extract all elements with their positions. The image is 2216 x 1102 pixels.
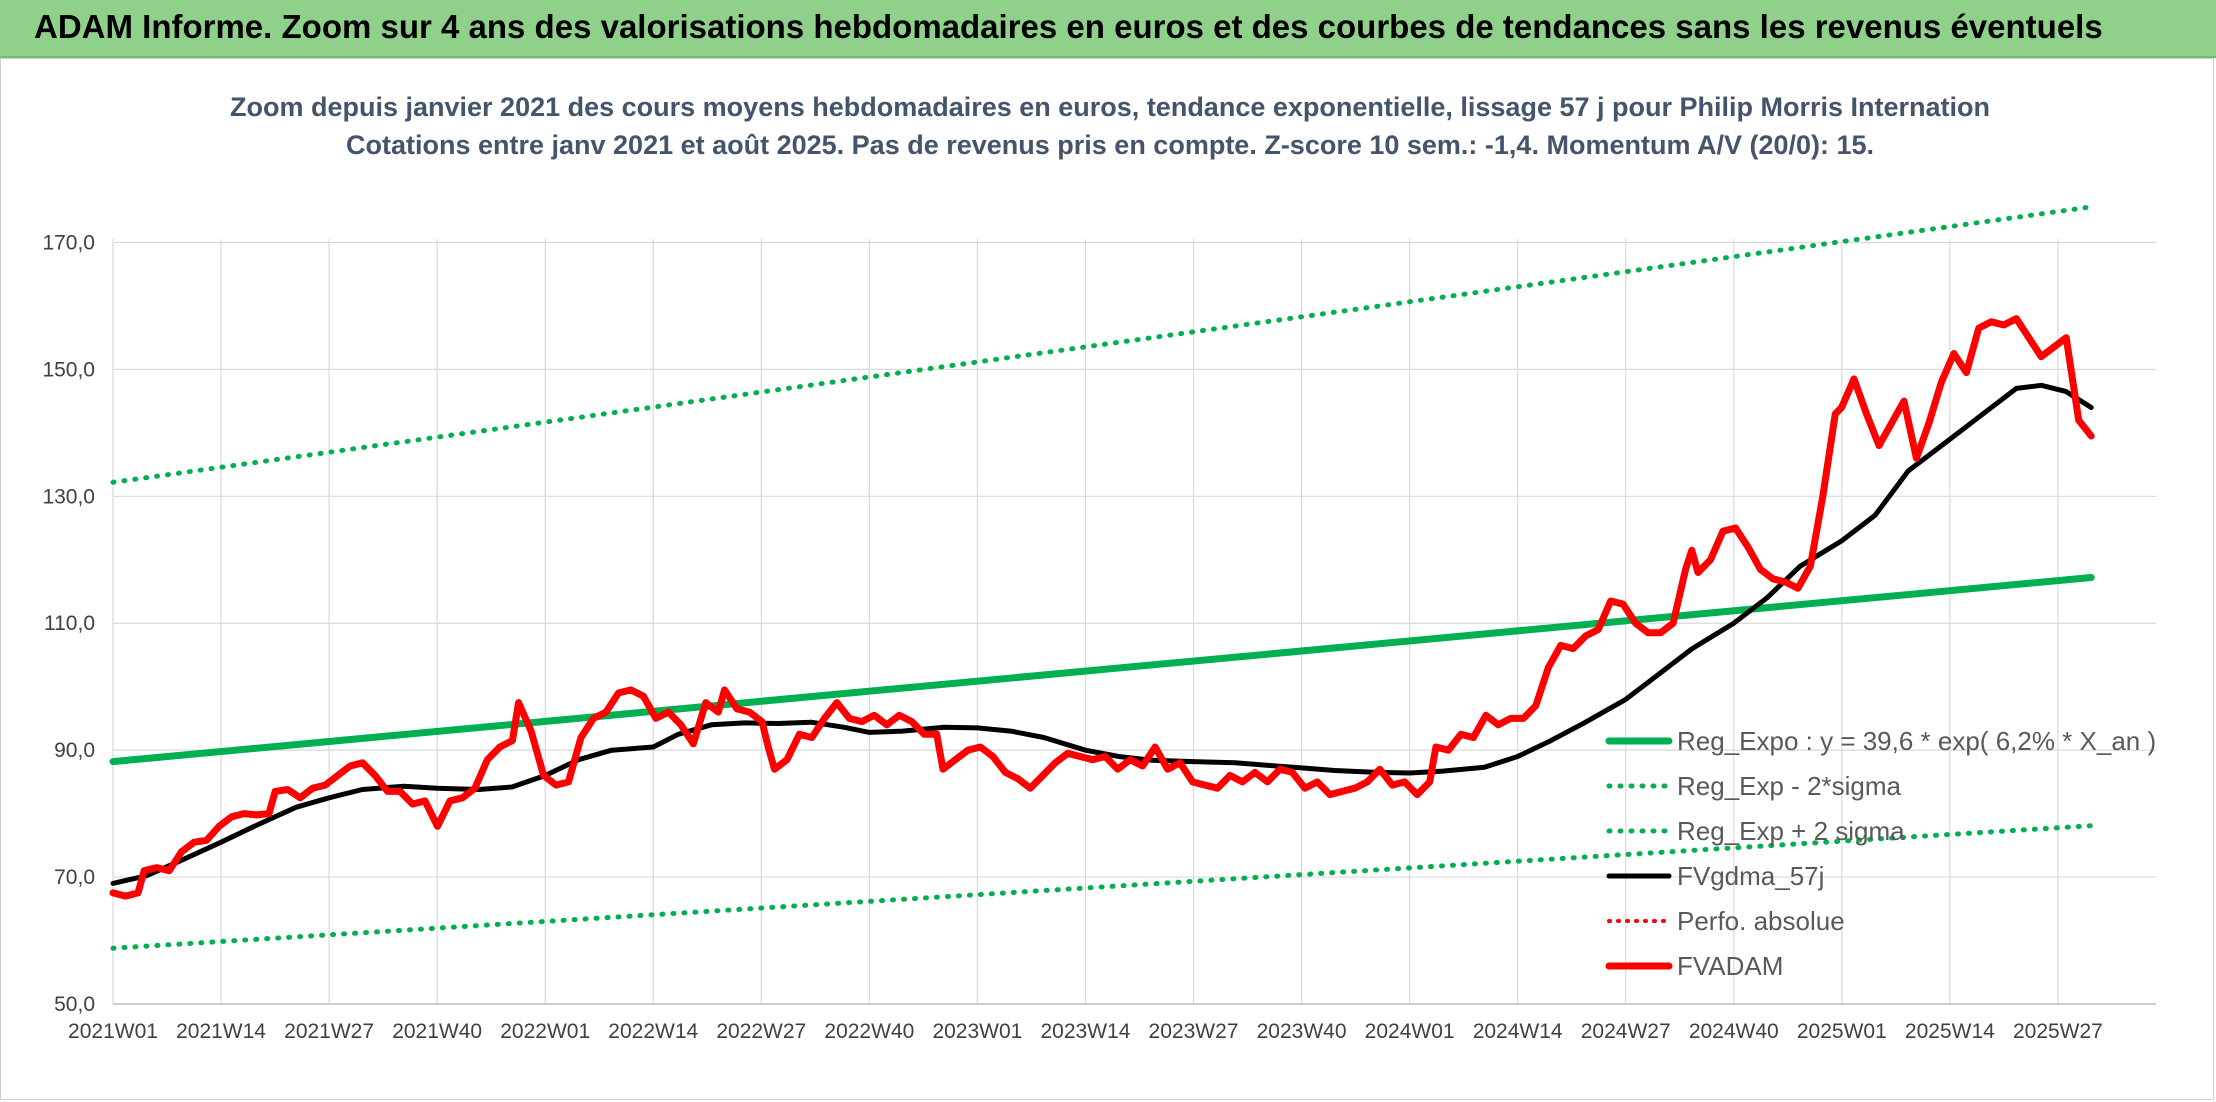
chart-frame: Zoom depuis janvier 2021 des cours moyen… [0,58,2214,1100]
legend-label-perfo-absolue-line: Perfo. absolue [1677,906,1845,936]
legend-label-fvgdma-57j-line: FVgdma_57j [1677,861,1824,891]
x-tick-label: 2024W01 [1365,1020,1455,1043]
series-layer [109,204,2095,951]
header-title: ADAM Informe. Zoom sur 4 ans des valoris… [34,8,2103,45]
chart-title: Zoom depuis janvier 2021 des cours moyen… [230,92,1990,122]
x-tick-label: 2025W27 [2013,1020,2103,1043]
reg-exp-minus-2sigma-line [110,823,2094,951]
x-tick-label: 2025W14 [1905,1020,1995,1043]
x-axis-ticks: 2021W01 2021W14 2021W27 2021W40 2022W01 2022W… [68,1020,2103,1043]
legend-label-reg-exp-plus-2sigma-line: Reg_Exp + 2 sigma [1677,816,1905,846]
x-tick-label: 2023W27 [1149,1020,1239,1043]
x-tick-label: 2022W01 [500,1020,590,1043]
x-tick-label: 2021W14 [176,1020,266,1043]
x-tick-label: 2023W14 [1041,1020,1131,1043]
y-tick-label: 110,0 [44,612,95,635]
y-tick-label: 50,0 [54,993,95,1016]
x-tick-label: 2022W40 [824,1020,914,1043]
x-tick-label: 2023W01 [932,1020,1022,1043]
y-axis-ticks: 50,0 70,0 90,0 110,0 130,0 150,0 170,0 [42,231,95,1016]
x-tick-label: 2024W40 [1689,1020,1779,1043]
x-tick-label: 2024W27 [1581,1020,1671,1043]
chart-svg: Zoom depuis janvier 2021 des cours moyen… [42,92,2156,1043]
fvgdma-57j-line [110,382,2094,886]
x-tick-label: 2021W01 [68,1020,158,1043]
reg-expo-line [109,574,2095,766]
legend-label-reg-exp-minus-2sigma-line: Reg_Exp - 2*sigma [1677,771,1902,801]
y-tick-label: 90,0 [54,739,95,762]
y-tick-label: 150,0 [42,358,95,381]
y-tick-label: 170,0 [42,231,95,254]
chart-subtitle: Cotations entre janv 2021 et août 2025. … [346,130,1874,160]
grid-layer [112,239,2156,1005]
legend-label-fvadam-line: FVADAM [1677,951,1783,981]
x-tick-label: 2021W40 [392,1020,482,1043]
x-tick-label: 2022W14 [608,1020,698,1043]
reg-exp-plus-2sigma-line [110,204,2094,485]
x-tick-label: 2022W27 [716,1020,806,1043]
x-tick-label: 2021W27 [284,1020,374,1043]
x-tick-label: 2025W01 [1797,1020,1887,1043]
y-tick-label: 70,0 [54,866,95,889]
x-tick-label: 2023W40 [1257,1020,1347,1043]
y-tick-label: 130,0 [42,485,95,508]
legend: Reg_Expo : y = 39,6 * exp( 6,2% * X_an )… [1605,726,2156,981]
x-tick-label: 2024W14 [1473,1020,1563,1043]
legend-label-reg-expo-line: Reg_Expo : y = 39,6 * exp( 6,2% * X_an ) [1677,726,2156,756]
fvadam-line [109,315,2095,900]
header-bar: ADAM Informe. Zoom sur 4 ans des valoris… [0,0,2216,58]
